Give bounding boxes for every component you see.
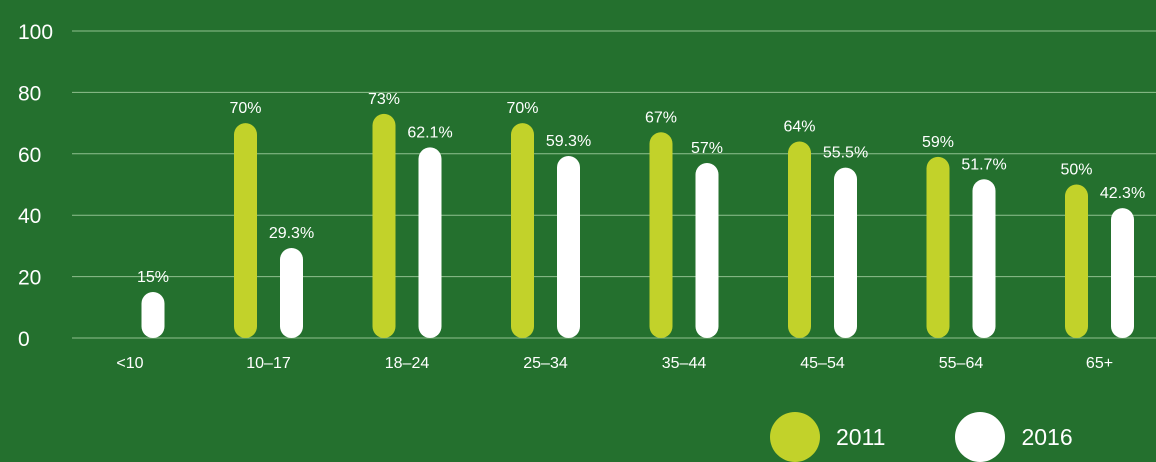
x-tick-label: 45–54 [800, 355, 845, 372]
data-label: 64% [783, 119, 815, 136]
bar [788, 141, 811, 338]
x-tick-label: 10–17 [246, 355, 291, 372]
bar [926, 156, 950, 338]
y-tick-label: 60 [18, 144, 41, 167]
y-tick-label: 100 [18, 21, 53, 44]
data-label: 55.5% [823, 145, 868, 162]
data-label: 50% [1060, 162, 1092, 179]
legend-label-2016: 2016 [1021, 423, 1073, 450]
x-tick-label: 55–64 [939, 355, 984, 372]
bar [649, 132, 673, 338]
data-label: 59% [922, 134, 954, 151]
bar [418, 147, 442, 338]
y-tick-label: 80 [18, 82, 41, 105]
data-label: 42.3% [1100, 185, 1145, 202]
bar [972, 179, 996, 338]
legend-item-2011: 2011 [770, 412, 885, 462]
data-label: 59.3% [546, 133, 591, 150]
bar [834, 167, 857, 338]
bar [234, 123, 257, 338]
data-label: 29.3% [269, 225, 314, 242]
bar [141, 291, 165, 338]
y-tick-label: 20 [18, 267, 41, 290]
data-label: 70% [229, 100, 261, 117]
legend-label-2011: 2011 [836, 423, 886, 450]
x-tick-label: 18–24 [385, 355, 430, 372]
legend: 2011 2016 [770, 412, 1143, 462]
x-tick-label: 65+ [1086, 355, 1113, 372]
legend-swatch-2016 [955, 412, 1006, 462]
data-label: 62.1% [407, 124, 452, 141]
bar [557, 155, 580, 338]
data-label: 67% [645, 109, 677, 126]
y-tick-label: 40 [18, 205, 41, 228]
bar [1065, 184, 1088, 338]
x-tick-label: 25–34 [523, 355, 568, 372]
bar [372, 113, 396, 338]
bar [511, 123, 534, 338]
legend-item-2016: 2016 [955, 412, 1073, 462]
bar [280, 248, 303, 338]
data-label: 73% [368, 91, 400, 108]
x-tick-label: 35–44 [662, 355, 707, 372]
data-label: 70% [506, 100, 538, 117]
bar [695, 163, 719, 338]
data-label: 57% [691, 140, 723, 157]
data-label: 15% [137, 269, 169, 286]
legend-swatch-2011 [770, 412, 820, 462]
y-tick-label: 0 [18, 328, 30, 351]
bar [1111, 208, 1134, 338]
bar-chart: 0 20 40 60 80 100 15% <10 70% 29.3% 10–17 73% 62.1% 1… [18, 21, 1156, 372]
data-label: 51.7% [961, 156, 1006, 173]
x-tick-label: <10 [116, 355, 143, 372]
